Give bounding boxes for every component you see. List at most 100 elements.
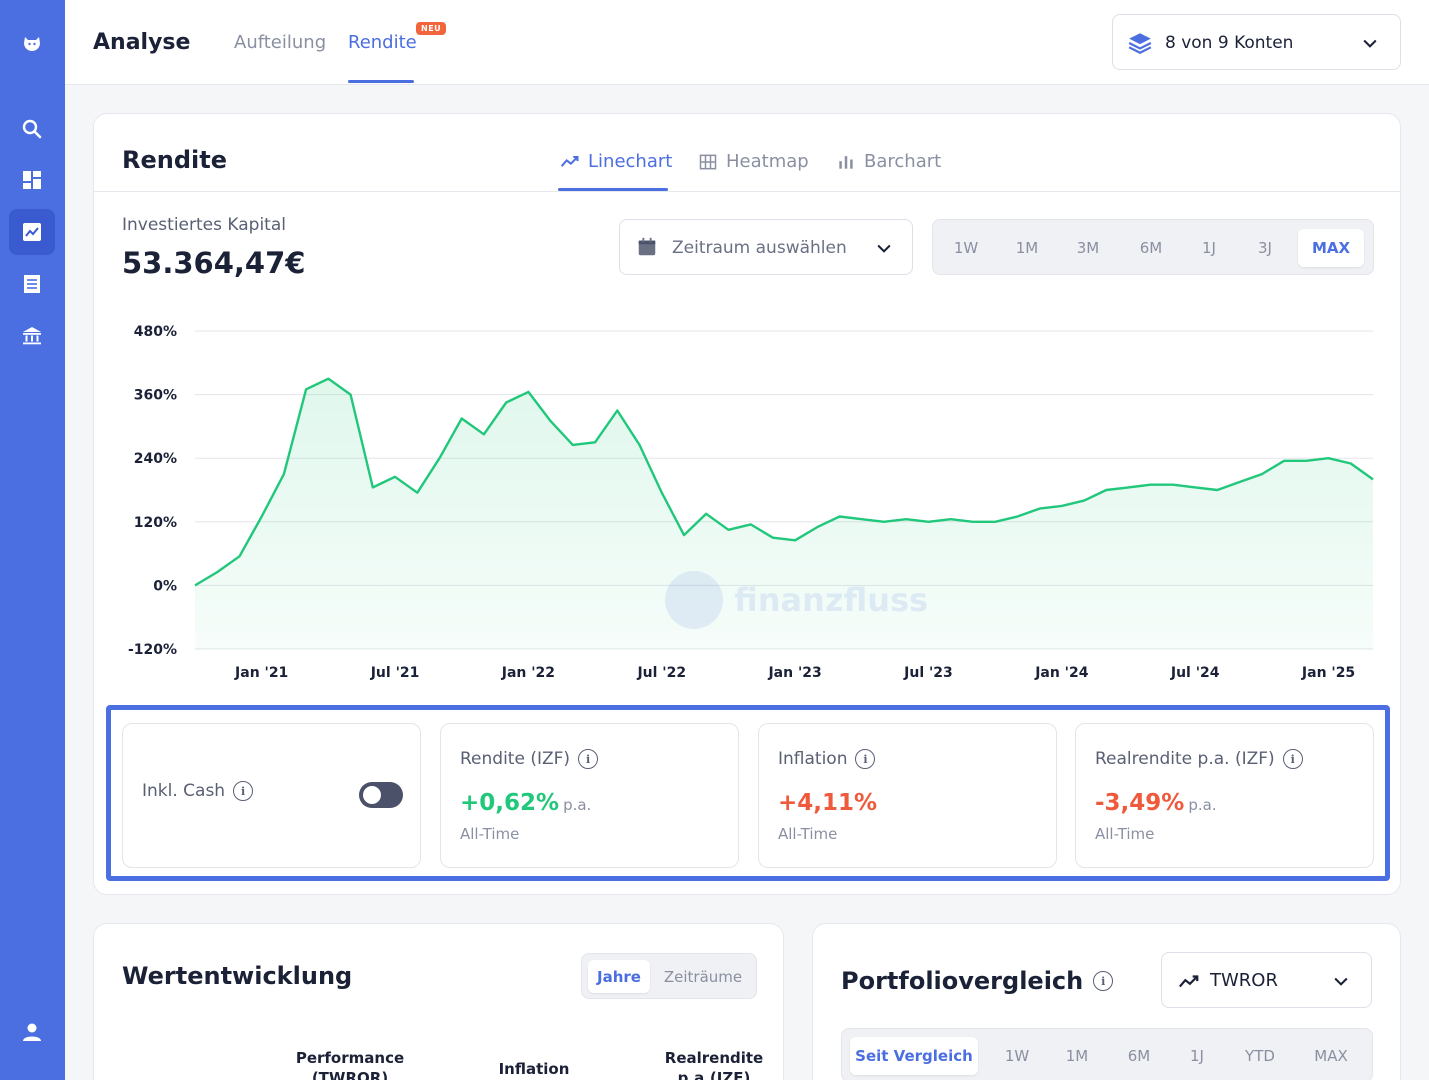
rendite-card: Rendite Linechart Heatmap Barchart Inves… — [93, 113, 1401, 895]
logo-icon[interactable] — [9, 20, 55, 66]
kpi-rendite-value-wrap: +0,62% p.a. — [460, 790, 591, 816]
x-tick-label: Jul '22 — [636, 665, 686, 681]
view-tab-barchart[interactable]: Barchart — [836, 151, 941, 172]
chevron-down-icon — [874, 238, 894, 262]
kpi-rendite-card: Rendite (IZF) i +0,62% p.a. All-Time — [440, 723, 739, 868]
period-select-placeholder: Zeitraum auswählen — [672, 238, 847, 258]
info-icon[interactable]: i — [1093, 971, 1114, 991]
series-line — [194, 377, 1374, 587]
info-icon[interactable]: i — [855, 749, 876, 769]
tab-aufteilung[interactable]: Aufteilung — [234, 32, 327, 53]
kpi-inflation-sub: All-Time — [778, 825, 838, 843]
view-tab-barchart-label: Barchart — [864, 151, 942, 172]
wert-segment: Jahre Zeiträume — [581, 953, 757, 999]
x-tick-label: Jan '22 — [501, 665, 555, 681]
x-tick-label: Jul '23 — [903, 665, 953, 681]
kpi-rendite-label-wrap: Rendite (IZF) i — [460, 749, 599, 769]
seg-zeitraeume-button[interactable]: Zeiträume — [663, 967, 743, 986]
portfolio-range-selector: Seit Vergleich 1W 1M 6M 1J YTD MAX — [841, 1028, 1373, 1080]
dashboard-icon[interactable] — [9, 157, 55, 203]
col-performance: Performance (TWROR) — [290, 1048, 410, 1080]
range-max-button[interactable]: MAX — [1298, 229, 1364, 267]
kpi-rendite-value: +0,62% — [460, 790, 560, 816]
chevron-down-icon — [1331, 971, 1351, 995]
y-tick-label: -120% — [128, 642, 177, 658]
seg-jahre-button[interactable]: Jahre — [588, 960, 650, 993]
y-tick-label: 120% — [134, 515, 177, 531]
top-bar: Analyse Aufteilung Rendite NEU 8 von 9 K… — [65, 0, 1429, 85]
kpi-realrendite-card: Realrendite p.a. (IZF) i -3,49% p.a. All-… — [1075, 723, 1374, 868]
portfoliovergleich-card: Portfoliovergleich i TWROR Seit Vergleic… — [812, 923, 1401, 1080]
range-3j-button[interactable]: 3J — [1258, 239, 1272, 257]
view-tab-linechart-label: Linechart — [588, 151, 673, 172]
toggle-knob — [363, 786, 381, 804]
kpi-cash-card: Inkl. Cash i — [122, 723, 421, 868]
portfoliovergleich-title-wrap: Portfoliovergleich i — [841, 967, 1114, 995]
account-selector-label: 8 von 9 Konten — [1165, 33, 1294, 53]
range-3m-button[interactable]: 3M — [1076, 239, 1100, 257]
y-tick-label: 0% — [153, 578, 177, 594]
active-view-indicator — [558, 188, 668, 191]
range-selector: 1W 1M 3M 6M 1J 3J MAX — [932, 219, 1374, 275]
range-1w-button[interactable]: 1W — [953, 239, 979, 257]
range-6m-button[interactable]: 6M — [1127, 1047, 1151, 1065]
view-tab-heatmap[interactable]: Heatmap — [698, 151, 809, 172]
search-icon[interactable] — [9, 106, 55, 152]
metric-select[interactable]: TWROR — [1161, 952, 1372, 1008]
series-area — [195, 378, 1373, 649]
y-tick-label: 360% — [134, 388, 177, 404]
linechart-icon — [560, 155, 579, 167]
new-badge: NEU — [416, 22, 447, 35]
tab-rendite[interactable]: Rendite — [348, 32, 417, 53]
info-icon[interactable]: i — [578, 749, 599, 769]
bank-icon[interactable] — [9, 312, 55, 358]
kpi-inflation-label-wrap: Inflation i — [778, 749, 876, 769]
analysis-chart-icon[interactable] — [9, 209, 55, 255]
active-tab-indicator — [348, 80, 414, 83]
kpi-rendite-suffix: p.a. — [563, 796, 592, 814]
x-tick-label: Jul '21 — [370, 665, 420, 681]
user-icon[interactable] — [9, 1009, 55, 1055]
layers-icon — [1127, 30, 1153, 60]
x-tick-label: Jan '25 — [1301, 665, 1355, 681]
x-tick-label: Jul '24 — [1170, 665, 1220, 681]
wertentwicklung-title: Wertentwicklung — [122, 962, 353, 990]
range-6m-button[interactable]: 6M — [1139, 239, 1163, 257]
info-icon[interactable]: i — [1282, 749, 1303, 769]
range-1m-button[interactable]: 1M — [1065, 1047, 1089, 1065]
calendar-icon — [636, 236, 658, 262]
divider — [94, 191, 1400, 192]
chevron-down-icon — [1360, 33, 1380, 57]
period-select[interactable]: Zeitraum auswählen — [619, 219, 913, 275]
info-icon[interactable]: i — [233, 781, 254, 801]
y-tick-label: 240% — [134, 451, 177, 467]
cash-toggle[interactable] — [359, 782, 403, 808]
y-tick-label: 480% — [134, 324, 177, 340]
range-1m-button[interactable]: 1M — [1015, 239, 1039, 257]
range-ytd-button[interactable]: YTD — [1245, 1047, 1275, 1065]
portfoliovergleich-title: Portfoliovergleich — [841, 967, 1084, 995]
kpi-cash-label-wrap: Inkl. Cash i — [142, 781, 254, 801]
col-inflation: Inflation — [474, 1059, 594, 1079]
view-tab-linechart[interactable]: Linechart — [560, 151, 672, 172]
metric-select-label: TWROR — [1210, 970, 1278, 991]
view-tab-heatmap-label: Heatmap — [726, 151, 809, 172]
invested-capital-value: 53.364,47€ — [122, 246, 306, 280]
kpi-inflation-card: Inflation i +4,11% All-Time — [758, 723, 1057, 868]
barchart-icon — [839, 155, 853, 169]
range-1j-button[interactable]: 1J — [1190, 1047, 1204, 1065]
rendite-chart: finanzfluss 480%360%240%120%0%-120% Jan … — [94, 304, 1400, 694]
transactions-list-icon[interactable] — [9, 261, 55, 307]
col-inflation-label: Inflation — [498, 1060, 570, 1078]
range-1j-button[interactable]: 1J — [1202, 239, 1216, 257]
range-1w-button[interactable]: 1W — [1004, 1047, 1030, 1065]
col-realrendite: Realrendite p.a.(IZF) — [654, 1048, 774, 1080]
range-seit-vergleich-button[interactable]: Seit Vergleich — [850, 1037, 978, 1075]
x-tick-label: Jan '21 — [234, 665, 288, 681]
range-max-button[interactable]: MAX — [1314, 1047, 1348, 1065]
x-tick-label: Jan '24 — [1034, 665, 1089, 681]
col-realrendite-label: Realrendite p.a.(IZF) — [664, 1049, 764, 1080]
col-performance-label: Performance (TWROR) — [295, 1049, 405, 1080]
account-selector[interactable]: 8 von 9 Konten — [1112, 14, 1401, 70]
rendite-line-chart[interactable]: finanzfluss 480%360%240%120%0%-120% Jan … — [94, 304, 1400, 694]
